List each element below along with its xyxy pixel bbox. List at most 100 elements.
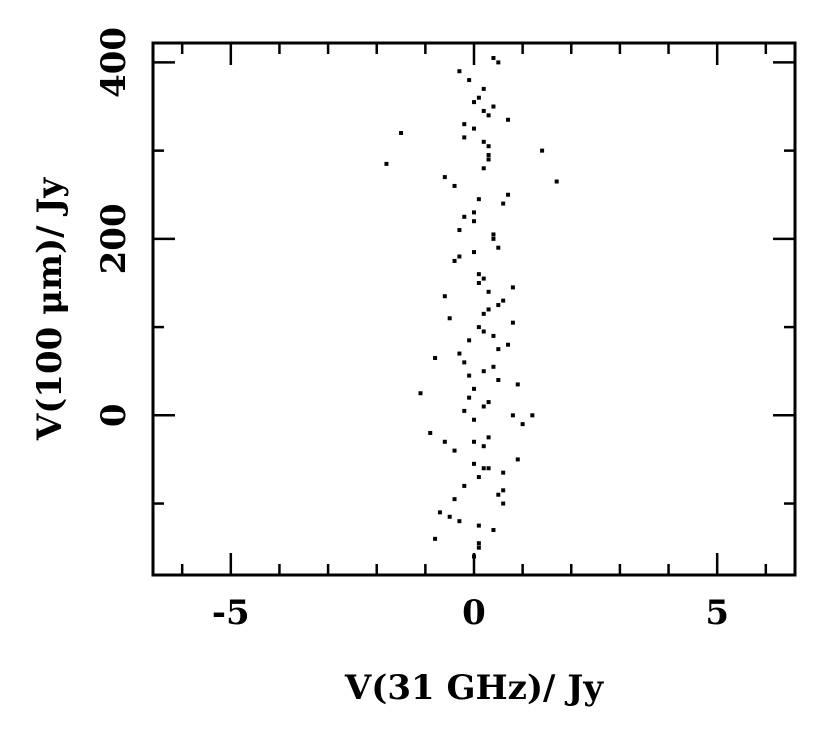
point <box>491 236 496 241</box>
y-tick-label: 200 <box>94 203 134 274</box>
point <box>496 378 501 383</box>
point <box>486 113 491 118</box>
y-tick-label: 400 <box>94 27 134 98</box>
x-tick-label: 0 <box>462 593 486 633</box>
point <box>491 528 496 533</box>
point <box>486 435 491 440</box>
point <box>486 307 491 312</box>
point <box>462 483 467 488</box>
point <box>428 430 433 435</box>
point <box>520 422 525 427</box>
point <box>442 294 447 299</box>
point <box>506 342 511 347</box>
point <box>515 382 520 387</box>
point <box>481 108 486 113</box>
point <box>496 245 501 250</box>
point <box>399 130 404 135</box>
point <box>501 488 506 493</box>
y-tick-label: 0 <box>94 403 134 427</box>
point <box>467 78 472 83</box>
point <box>491 232 496 237</box>
point <box>476 272 481 277</box>
point <box>491 333 496 338</box>
point <box>501 201 506 206</box>
point <box>472 554 476 559</box>
point <box>481 369 486 374</box>
point <box>491 104 496 109</box>
point <box>442 439 447 444</box>
x-axis-label: V(31 GHz)/ Jy <box>344 668 605 708</box>
point <box>496 492 501 497</box>
point <box>481 444 486 449</box>
point <box>433 536 438 541</box>
point <box>452 448 457 453</box>
point <box>501 501 506 506</box>
point <box>510 413 515 418</box>
point <box>486 466 491 471</box>
point <box>510 285 515 290</box>
point <box>457 69 462 74</box>
point <box>472 439 476 444</box>
point <box>506 192 511 197</box>
point <box>418 391 423 396</box>
point <box>496 347 501 352</box>
point <box>515 457 520 462</box>
point <box>476 197 481 202</box>
point <box>452 183 457 188</box>
point <box>472 210 476 215</box>
point <box>472 100 476 105</box>
point <box>486 289 491 294</box>
point <box>457 351 462 356</box>
point <box>496 303 501 308</box>
point <box>462 122 467 127</box>
point <box>442 175 447 180</box>
point <box>476 541 481 546</box>
point <box>462 408 467 413</box>
point <box>481 276 486 281</box>
point <box>486 400 491 405</box>
point <box>481 86 486 91</box>
point <box>472 386 476 391</box>
point <box>472 126 476 131</box>
point <box>476 475 481 480</box>
point <box>472 461 476 466</box>
point <box>462 214 467 219</box>
point <box>554 179 559 184</box>
point <box>530 413 535 418</box>
point <box>472 250 476 255</box>
point <box>457 228 462 233</box>
point <box>447 514 452 519</box>
point <box>481 139 486 144</box>
point <box>467 395 472 400</box>
point <box>467 338 472 343</box>
plot-frame <box>151 41 797 577</box>
point <box>457 519 462 524</box>
point <box>476 325 481 330</box>
point <box>481 166 486 171</box>
point <box>540 148 545 153</box>
y-axis-label: V(100 μm)/ Jy <box>30 177 70 442</box>
point <box>433 355 438 360</box>
point <box>476 95 481 100</box>
point <box>452 497 457 502</box>
point <box>467 373 472 378</box>
x-tick-label: 5 <box>705 593 729 633</box>
point <box>496 60 501 65</box>
point <box>501 298 506 303</box>
point <box>472 417 476 422</box>
point <box>510 320 515 325</box>
point <box>506 117 511 122</box>
point <box>457 254 462 259</box>
point <box>476 523 481 528</box>
point <box>486 153 491 158</box>
point <box>447 316 452 321</box>
point <box>486 144 491 149</box>
point <box>472 219 476 224</box>
point <box>476 545 481 550</box>
point <box>481 329 486 334</box>
point <box>476 280 481 285</box>
point <box>452 258 457 263</box>
point <box>501 470 506 475</box>
point <box>491 55 496 60</box>
